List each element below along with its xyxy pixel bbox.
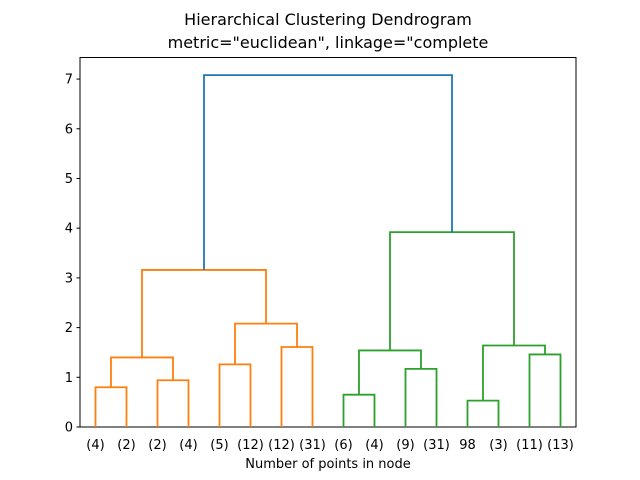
dendrogram-link [342, 393, 376, 427]
dendrogram-link [218, 363, 252, 427]
leaf-label: (11) [516, 438, 543, 453]
dendrogram-link [203, 74, 453, 270]
dendrogram-link [389, 231, 515, 351]
leaf-label: (13) [547, 438, 574, 453]
dendrogram-link [234, 322, 298, 365]
dendrogram-link [94, 386, 128, 427]
leaf-label: (12) [268, 438, 295, 453]
y-tick-label: 5 [65, 172, 73, 187]
x-axis-label: Number of points in node [245, 457, 411, 472]
leaf-label: (2) [117, 438, 135, 453]
dendrogram-link [110, 356, 174, 388]
y-tick-label: 4 [65, 222, 73, 237]
chart-title: Hierarchical Clustering Dendrogram metri… [168, 8, 489, 54]
plot-border [79, 57, 577, 428]
leaf-label: (4) [179, 438, 197, 453]
leaf-label: (2) [148, 438, 166, 453]
dendrogram-link [528, 353, 562, 427]
y-tick-label: 3 [65, 271, 73, 286]
leaf-label: (5) [210, 438, 228, 453]
y-tick-label: 0 [65, 421, 73, 436]
y-tick-label: 6 [65, 122, 73, 137]
dendrogram-link [358, 349, 422, 395]
leaf-label: (6) [334, 438, 352, 453]
chart-title-line1: Hierarchical Clustering Dendrogram [184, 10, 472, 29]
chart-title-line2: metric="euclidean", linkage="complete [167, 33, 489, 52]
leaf-label: (3) [489, 438, 507, 453]
y-tick-label: 2 [65, 321, 73, 336]
leaf-label: 98 [459, 438, 476, 453]
leaf-label: (31) [299, 438, 326, 453]
dendrogram-link [156, 379, 190, 427]
dendrogram-link [404, 367, 438, 427]
dendrogram-link [466, 399, 500, 427]
dendrogram-link [280, 346, 314, 427]
leaf-label: (12) [237, 438, 264, 453]
dendrogram-link [141, 269, 267, 358]
leaf-label: (9) [396, 438, 414, 453]
y-tick-label: 7 [65, 73, 73, 88]
leaf-label: (31) [423, 438, 450, 453]
y-tick-label: 1 [65, 371, 73, 386]
leaf-label: (4) [86, 438, 104, 453]
leaf-label: (4) [365, 438, 383, 453]
